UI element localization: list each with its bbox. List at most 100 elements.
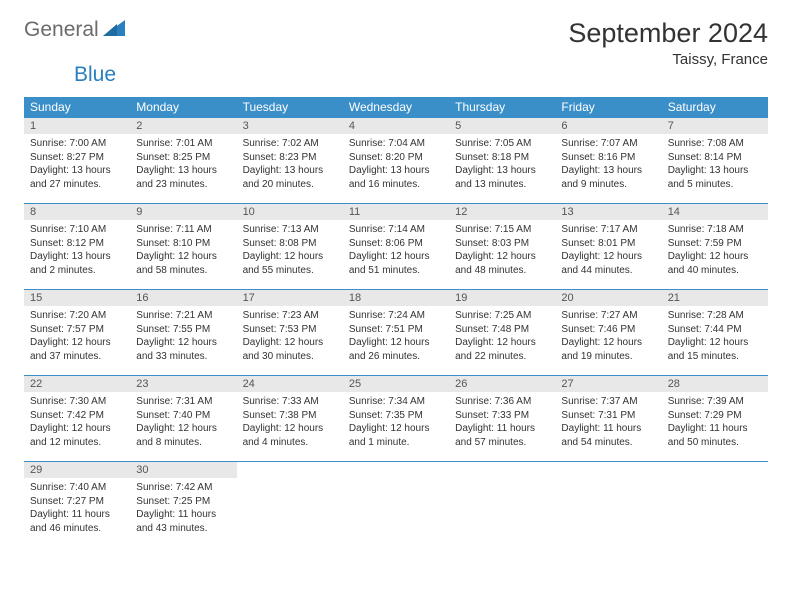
- day-detail: Sunrise: 7:08 AMSunset: 8:14 PMDaylight:…: [668, 137, 762, 191]
- day-number: 26: [449, 376, 555, 392]
- day-detail: Sunrise: 7:31 AMSunset: 7:40 PMDaylight:…: [136, 395, 230, 449]
- calendar-day-cell: 20 Sunrise: 7:27 AMSunset: 7:46 PMDayligh…: [555, 290, 661, 376]
- day-number: 9: [130, 204, 236, 220]
- day-detail: Sunrise: 7:24 AMSunset: 7:51 PMDaylight:…: [349, 309, 443, 363]
- calendar-week-row: 22 Sunrise: 7:30 AMSunset: 7:42 PMDayligh…: [24, 376, 768, 462]
- day-number: 24: [237, 376, 343, 392]
- logo-triangle-icon: [103, 18, 125, 40]
- day-detail: Sunrise: 7:13 AMSunset: 8:08 PMDaylight:…: [243, 223, 337, 277]
- calendar-week-row: 1Sunrise: 7:00 AMSunset: 8:27 PMDaylight…: [24, 118, 768, 204]
- weekday-header-row: SundayMondayTuesdayWednesdayThursdayFrid…: [24, 97, 768, 118]
- day-detail: Sunrise: 7:15 AMSunset: 8:03 PMDaylight:…: [455, 223, 549, 277]
- location: Taissy, France: [568, 51, 768, 68]
- weekday-header: Thursday: [449, 97, 555, 118]
- day-detail: Sunrise: 7:33 AMSunset: 7:38 PMDaylight:…: [243, 395, 337, 449]
- calendar-day-cell: 13 Sunrise: 7:17 AMSunset: 8:01 PMDayligh…: [555, 204, 661, 290]
- calendar-week-row: 15 Sunrise: 7:20 AMSunset: 7:57 PMDayligh…: [24, 290, 768, 376]
- day-number: 4: [343, 118, 449, 134]
- calendar-day-cell: 25Sunrise: 7:34 AMSunset: 7:35 PMDayligh…: [343, 376, 449, 462]
- day-detail: Sunrise: 7:11 AMSunset: 8:10 PMDaylight:…: [136, 223, 230, 277]
- day-number: 14: [662, 204, 768, 220]
- calendar-day-cell: 4 Sunrise: 7:04 AMSunset: 8:20 PMDaylight…: [343, 118, 449, 204]
- calendar-day-cell: 27Sunrise: 7:37 AMSunset: 7:31 PMDayligh…: [555, 376, 661, 462]
- day-detail: Sunrise: 7:18 AMSunset: 7:59 PMDaylight:…: [668, 223, 762, 277]
- logo-text-blue: Blue: [74, 64, 116, 85]
- logo: General Blue: [24, 18, 134, 85]
- day-detail: Sunrise: 7:40 AMSunset: 7:27 PMDaylight:…: [30, 481, 124, 535]
- day-detail: Sunrise: 7:23 AMSunset: 7:53 PMDaylight:…: [243, 309, 337, 363]
- calendar-table: SundayMondayTuesdayWednesdayThursdayFrid…: [24, 97, 768, 548]
- header: General Blue September 2024 Taissy, Fran…: [24, 18, 768, 85]
- day-number: 18: [343, 290, 449, 306]
- month-title: September 2024: [568, 18, 768, 49]
- calendar-day-cell: 21 Sunrise: 7:28 AMSunset: 7:44 PMDayligh…: [662, 290, 768, 376]
- day-detail: Sunrise: 7:39 AMSunset: 7:29 PMDaylight:…: [668, 395, 762, 449]
- day-detail: Sunrise: 7:36 AMSunset: 7:33 PMDaylight:…: [455, 395, 549, 449]
- calendar-day-cell: 6 Sunrise: 7:07 AMSunset: 8:16 PMDaylight…: [555, 118, 661, 204]
- day-detail: Sunrise: 7:10 AMSunset: 8:12 PMDaylight:…: [30, 223, 124, 277]
- calendar-day-cell: 19 Sunrise: 7:25 AMSunset: 7:48 PMDayligh…: [449, 290, 555, 376]
- calendar-day-cell: 18 Sunrise: 7:24 AMSunset: 7:51 PMDayligh…: [343, 290, 449, 376]
- calendar-day-cell: 30 Sunrise: 7:42 AMSunset: 7:25 PMDayligh…: [130, 462, 236, 548]
- day-number: 28: [662, 376, 768, 392]
- calendar-day-cell: 23 Sunrise: 7:31 AMSunset: 7:40 PMDayligh…: [130, 376, 236, 462]
- title-block: September 2024 Taissy, France: [568, 18, 768, 68]
- day-detail: Sunrise: 7:04 AMSunset: 8:20 PMDaylight:…: [349, 137, 443, 191]
- day-number: 7: [662, 118, 768, 134]
- calendar-day-cell: 29 Sunrise: 7:40 AMSunset: 7:27 PMDayligh…: [24, 462, 130, 548]
- day-detail: Sunrise: 7:28 AMSunset: 7:44 PMDaylight:…: [668, 309, 762, 363]
- day-number: 15: [24, 290, 130, 306]
- calendar-empty-cell: [555, 462, 661, 548]
- day-number: 20: [555, 290, 661, 306]
- weekday-header: Wednesday: [343, 97, 449, 118]
- day-detail: Sunrise: 7:00 AMSunset: 8:27 PMDaylight:…: [30, 137, 124, 191]
- day-number: 27: [555, 376, 661, 392]
- day-number: 22: [24, 376, 130, 392]
- day-number: 30: [130, 462, 236, 478]
- calendar-day-cell: 8Sunrise: 7:10 AMSunset: 8:12 PMDaylight…: [24, 204, 130, 290]
- calendar-empty-cell: [343, 462, 449, 548]
- weekday-header: Monday: [130, 97, 236, 118]
- day-detail: Sunrise: 7:42 AMSunset: 7:25 PMDaylight:…: [136, 481, 230, 535]
- calendar-day-cell: 3Sunrise: 7:02 AMSunset: 8:23 PMDaylight…: [237, 118, 343, 204]
- day-number: 25: [343, 376, 449, 392]
- calendar-day-cell: 14 Sunrise: 7:18 AMSunset: 7:59 PMDayligh…: [662, 204, 768, 290]
- day-detail: Sunrise: 7:05 AMSunset: 8:18 PMDaylight:…: [455, 137, 549, 191]
- day-number: 17: [237, 290, 343, 306]
- day-number: 5: [449, 118, 555, 134]
- calendar-body: 1Sunrise: 7:00 AMSunset: 8:27 PMDaylight…: [24, 118, 768, 548]
- day-detail: Sunrise: 7:17 AMSunset: 8:01 PMDaylight:…: [561, 223, 655, 277]
- day-number: 19: [449, 290, 555, 306]
- calendar-day-cell: 17 Sunrise: 7:23 AMSunset: 7:53 PMDayligh…: [237, 290, 343, 376]
- day-detail: Sunrise: 7:07 AMSunset: 8:16 PMDaylight:…: [561, 137, 655, 191]
- day-number: 12: [449, 204, 555, 220]
- weekday-header: Tuesday: [237, 97, 343, 118]
- day-number: 6: [555, 118, 661, 134]
- day-detail: Sunrise: 7:25 AMSunset: 7:48 PMDaylight:…: [455, 309, 549, 363]
- day-number: 23: [130, 376, 236, 392]
- calendar-day-cell: 5 Sunrise: 7:05 AMSunset: 8:18 PMDaylight…: [449, 118, 555, 204]
- calendar-day-cell: 28 Sunrise: 7:39 AMSunset: 7:29 PMDayligh…: [662, 376, 768, 462]
- weekday-header: Saturday: [662, 97, 768, 118]
- calendar-day-cell: 11 Sunrise: 7:14 AMSunset: 8:06 PMDayligh…: [343, 204, 449, 290]
- calendar-day-cell: 9 Sunrise: 7:11 AMSunset: 8:10 PMDaylight…: [130, 204, 236, 290]
- day-number: 11: [343, 204, 449, 220]
- day-number: 13: [555, 204, 661, 220]
- day-detail: Sunrise: 7:01 AMSunset: 8:25 PMDaylight:…: [136, 137, 230, 191]
- day-number: 29: [24, 462, 130, 478]
- calendar-week-row: 8Sunrise: 7:10 AMSunset: 8:12 PMDaylight…: [24, 204, 768, 290]
- calendar-day-cell: 1Sunrise: 7:00 AMSunset: 8:27 PMDaylight…: [24, 118, 130, 204]
- calendar-day-cell: 15 Sunrise: 7:20 AMSunset: 7:57 PMDayligh…: [24, 290, 130, 376]
- day-number: 21: [662, 290, 768, 306]
- calendar-day-cell: 2 Sunrise: 7:01 AMSunset: 8:25 PMDaylight…: [130, 118, 236, 204]
- calendar-week-row: 29 Sunrise: 7:40 AMSunset: 7:27 PMDayligh…: [24, 462, 768, 548]
- weekday-header: Friday: [555, 97, 661, 118]
- calendar-day-cell: 26 Sunrise: 7:36 AMSunset: 7:33 PMDayligh…: [449, 376, 555, 462]
- day-detail: Sunrise: 7:27 AMSunset: 7:46 PMDaylight:…: [561, 309, 655, 363]
- day-number: 2: [130, 118, 236, 134]
- day-detail: Sunrise: 7:14 AMSunset: 8:06 PMDaylight:…: [349, 223, 443, 277]
- day-detail: Sunrise: 7:20 AMSunset: 7:57 PMDaylight:…: [30, 309, 124, 363]
- day-detail: Sunrise: 7:30 AMSunset: 7:42 PMDaylight:…: [30, 395, 124, 449]
- logo-text-general: General: [24, 19, 99, 40]
- calendar-day-cell: 24 Sunrise: 7:33 AMSunset: 7:38 PMDayligh…: [237, 376, 343, 462]
